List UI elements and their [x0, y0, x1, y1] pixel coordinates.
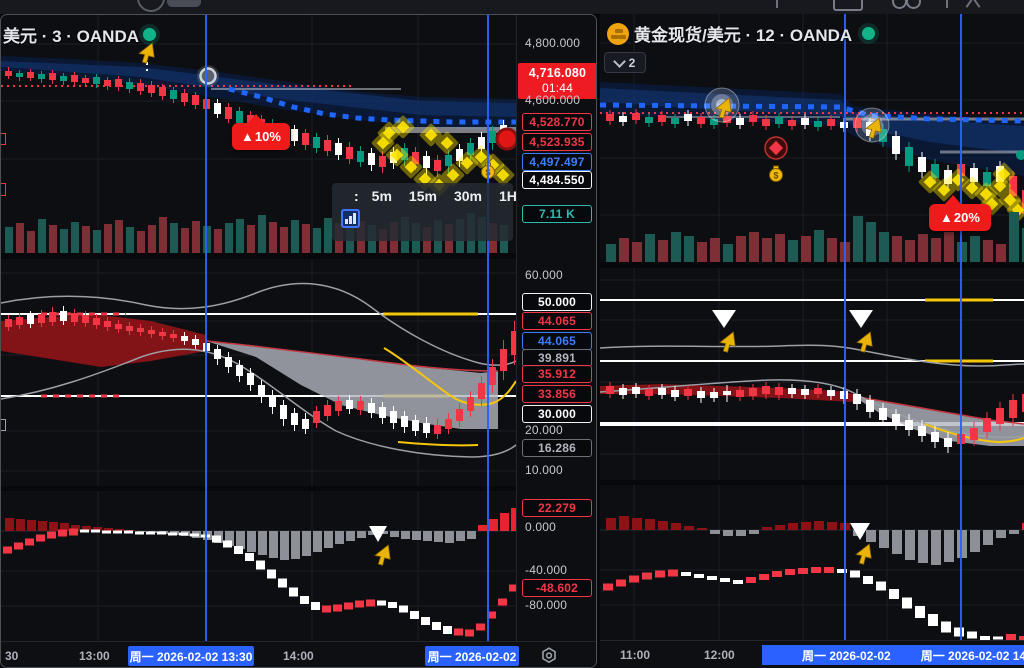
clipped-axis-label	[1, 133, 6, 145]
toolbar-divider	[946, 0, 948, 8]
chevron-down-icon	[612, 54, 626, 68]
time-axis-left[interactable]: 30 13:00 14:00 周一 2026-02-02 13:30 周一 2026-0…	[1, 641, 596, 667]
time-marker-badge[interactable]: 周一 2026-02-02 13:30	[128, 646, 254, 666]
date-label: 周一 2026-02-02 14:4	[920, 648, 1024, 663]
price-axis-label: 0.000	[525, 520, 557, 534]
left-chart-symbol-title[interactable]: 美元 · 3 · OANDA	[3, 27, 139, 46]
price-axis-label: 10.000	[525, 463, 563, 477]
price-axis-label: 4,600.000	[525, 93, 581, 107]
price-axis-label: 44.065	[522, 312, 592, 330]
market-status-dot	[862, 27, 875, 40]
price-axis-label: 4,716.080 01:44	[518, 63, 596, 99]
market-status-dot	[143, 28, 156, 41]
rings-icon[interactable]	[892, 0, 907, 9]
timeframe-option[interactable]: 15m	[408, 188, 437, 204]
price-axis-label: 4,523.935	[522, 133, 592, 151]
gain-alert-badge[interactable]: ▲ 10%	[232, 114, 290, 150]
price-axis-label: 39.891	[522, 349, 592, 367]
price-axis-label: 35.912	[522, 365, 592, 383]
price-axis-label: -48.602	[522, 579, 592, 597]
price-axis-label: 20.000	[525, 423, 563, 437]
up-arrow-icon: ▲	[940, 210, 953, 225]
time-tick: 13:00	[79, 649, 110, 663]
toolbar-divider	[776, 0, 778, 8]
price-axis-label: 4,528.770	[522, 113, 592, 131]
timeframe-option[interactable]: 1H	[498, 188, 517, 204]
price-axis-label: 7.11 K	[522, 205, 592, 223]
time-marker-badge[interactable]: 周一 2026-02-02 周一 2026-02-02 14:4	[762, 645, 1024, 665]
calendar-icon[interactable]	[833, 0, 863, 11]
svg-text:$: $	[773, 171, 778, 181]
time-tick: 30	[5, 649, 19, 663]
collapse-count-badge[interactable]: 2	[604, 52, 646, 73]
toolbar-pill-button[interactable]	[167, 0, 201, 7]
up-arrow-icon: ▲	[241, 129, 254, 144]
time-tick: 11:00	[620, 648, 651, 662]
price-axis-label: 50.000	[522, 293, 592, 311]
price-axis-label: 22.279	[522, 499, 592, 517]
timeframe-option[interactable]: 5m	[371, 188, 392, 204]
price-axis-label: 4,800.000	[525, 36, 581, 50]
toolbar-circle-icon[interactable]	[137, 0, 165, 12]
time-axis-settings-icon[interactable]	[539, 646, 559, 666]
chart-panel-left[interactable]: $ 美元 · 3 · OANDA ▲ 10% : 5m 15m 30m 1H 4,80…	[0, 14, 597, 668]
mini-chart-icon[interactable]	[341, 209, 360, 228]
price-axis-label: 33.856	[522, 385, 592, 403]
top-toolbar-fragment	[0, 0, 1024, 15]
gain-alert-badge[interactable]: ▲ 20%	[929, 195, 991, 231]
right-chart-symbol-title[interactable]: 黄金现货/美元 · 12 · OANDA	[634, 26, 853, 45]
price-axis-label: 60.000	[525, 268, 563, 282]
collapse-count: 2	[628, 55, 636, 70]
time-axis-right[interactable]: 11:00 12:00 周一 2026-02-02 周一 2026-02-02 1…	[600, 640, 1024, 668]
price-axis-label: 4,497.497	[522, 153, 592, 171]
timeframe-option[interactable]: 30m	[453, 188, 482, 204]
time-marker-badge[interactable]: 周一 2026-02-02	[425, 646, 519, 666]
clipped-axis-label	[1, 183, 6, 196]
timeframe-options: 5m 15m 30m 1H	[372, 188, 517, 204]
rings-icon[interactable]	[906, 0, 921, 9]
left-chart-canvas[interactable]: $	[1, 15, 516, 641]
cursor-tool-icon[interactable]	[973, 0, 981, 8]
right-chart-canvas[interactable]: $	[600, 14, 1024, 640]
tooltip-separator: :	[354, 188, 359, 204]
time-tick: 12:00	[704, 648, 735, 662]
date-label: 周一 2026-02-02	[802, 648, 891, 663]
chart-panel-right[interactable]: $ 黄金现货/美元 · 12 · OANDA 2 ▲ 20% 11:00 12:0…	[600, 14, 1024, 668]
price-axis-label: 30.000	[522, 405, 592, 423]
time-tick: 14:00	[283, 649, 314, 663]
price-axis[interactable]: 4,800.000 4,716.080 01:44 4,600.000 4,528.77…	[516, 15, 596, 641]
gold-symbol-icon	[607, 23, 629, 45]
price-axis-label: 44.065	[522, 332, 592, 350]
timeframe-tooltip: : 5m 15m 30m 1H	[332, 183, 517, 241]
clipped-axis-label	[1, 419, 6, 431]
price-axis-label: 4,484.550	[522, 171, 592, 189]
price-axis-label: -80.000	[525, 598, 568, 612]
gain-percent: 10%	[254, 129, 281, 144]
gain-percent: 20%	[953, 210, 980, 225]
cursor-tool-icon[interactable]	[965, 0, 973, 8]
price-axis-label: -40.000	[525, 563, 568, 577]
price-axis-label: 16.286	[522, 439, 592, 457]
